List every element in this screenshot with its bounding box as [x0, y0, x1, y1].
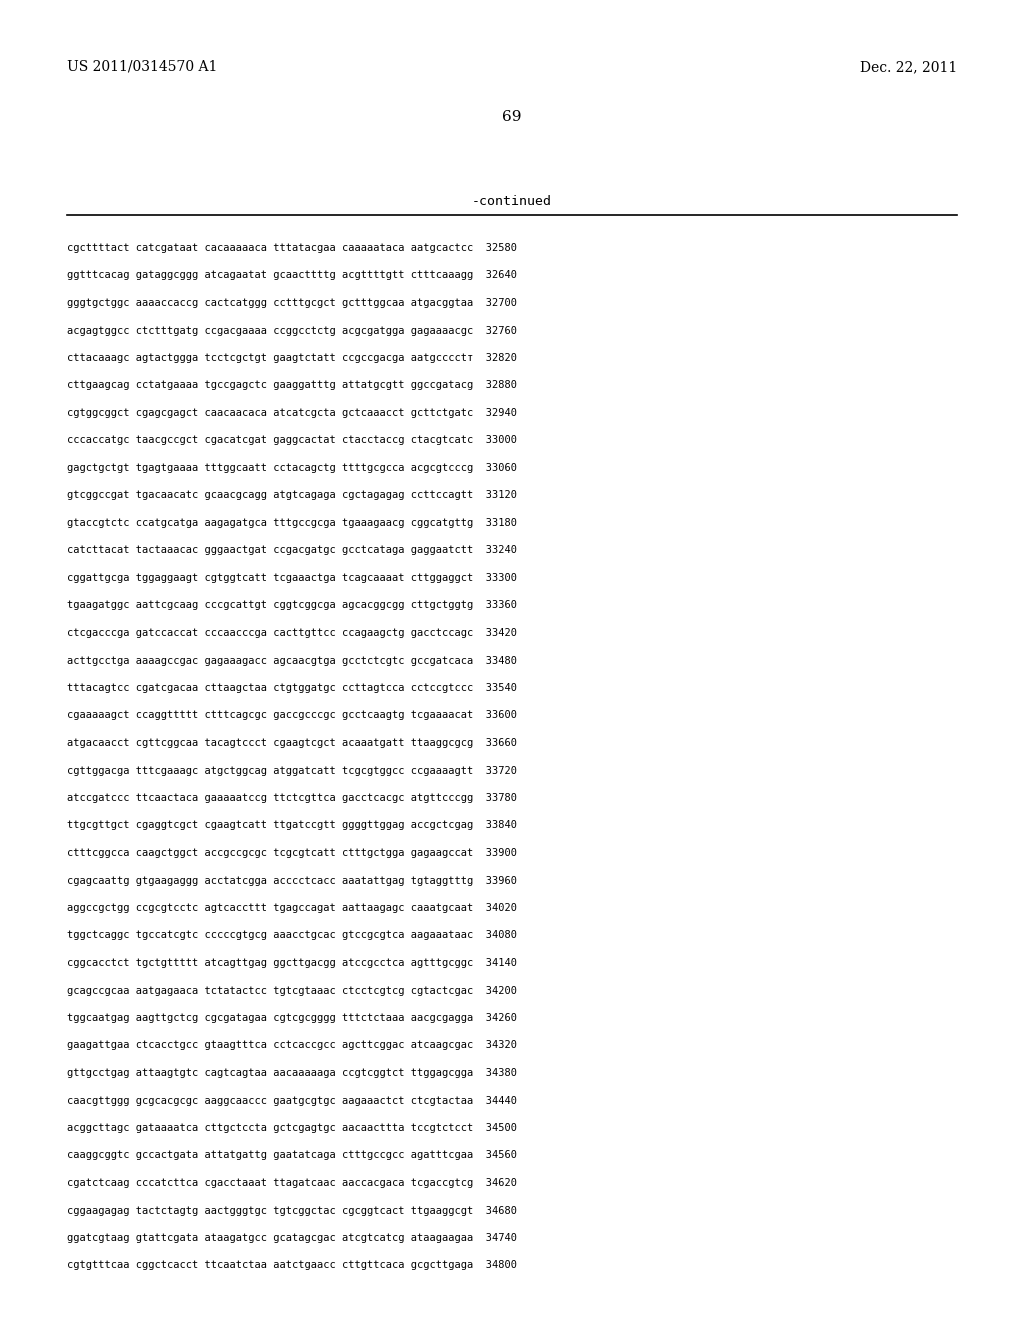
Text: atgacaacct cgttcggcaa tacagtccct cgaagtcgct acaaatgatt ttaaggcgcg  33660: atgacaacct cgttcggcaa tacagtccct cgaagtc…: [67, 738, 516, 748]
Text: cttacaaagc agtactggga tcctcgctgt gaagtctatt ccgccgacga aatgcccctт  32820: cttacaaagc agtactggga tcctcgctgt gaagtct…: [67, 352, 516, 363]
Text: gaagattgaa ctcacctgcc gtaagtttca cctcaccgcc agcttcggac atcaagcgac  34320: gaagattgaa ctcacctgcc gtaagtttca cctcacc…: [67, 1040, 516, 1051]
Text: cggaagagag tactctagtg aactgggtgc tgtcggctac cgcggtcact ttgaaggcgt  34680: cggaagagag tactctagtg aactgggtgc tgtcggc…: [67, 1205, 516, 1216]
Text: tggcaatgag aagttgctcg cgcgatagaa cgtcgcgggg tttctctaaa aacgcgagga  34260: tggcaatgag aagttgctcg cgcgatagaa cgtcgcg…: [67, 1012, 516, 1023]
Text: cgaaaaagct ccaggttttt ctttcagcgc gaccgcccgc gcctcaagtg tcgaaaacat  33600: cgaaaaagct ccaggttttt ctttcagcgc gaccgcc…: [67, 710, 516, 721]
Text: cgagcaattg gtgaagaggg acctatcgga acccctcacc aaatattgag tgtaggtttg  33960: cgagcaattg gtgaagaggg acctatcgga acccctc…: [67, 875, 516, 886]
Text: gttgcctgag attaagtgtc cagtcagtaa aacaaaaaga ccgtcggtct ttggagcgga  34380: gttgcctgag attaagtgtc cagtcagtaa aacaaaa…: [67, 1068, 516, 1078]
Text: gtaccgtctc ccatgcatga aagagatgca tttgccgcga tgaaagaacg cggcatgttg  33180: gtaccgtctc ccatgcatga aagagatgca tttgccg…: [67, 517, 516, 528]
Text: tggctcaggc tgccatcgtc cccccgtgcg aaacctgcac gtccgcgtca aagaaataac  34080: tggctcaggc tgccatcgtc cccccgtgcg aaacctg…: [67, 931, 516, 940]
Text: atccgatccc ttcaactaca gaaaaatccg ttctcgttca gacctcacgc atgttcccgg  33780: atccgatccc ttcaactaca gaaaaatccg ttctcgt…: [67, 793, 516, 803]
Text: cttgaagcag cctatgaaaa tgccgagctc gaaggatttg attatgcgtt ggccgatacg  32880: cttgaagcag cctatgaaaa tgccgagctc gaaggat…: [67, 380, 516, 391]
Text: acttgcctga aaaagccgac gagaaagacc agcaacgtga gcctctcgtc gccgatcaca  33480: acttgcctga aaaagccgac gagaaagacc agcaacg…: [67, 656, 516, 665]
Text: cgtggcggct cgagcgagct caacaacaca atcatcgcta gctcaaacct gcttctgatc  32940: cgtggcggct cgagcgagct caacaacaca atcatcg…: [67, 408, 516, 418]
Text: cggattgcga tggaggaagt cgtggtcatt tcgaaactga tcagcaaaat cttggaggct  33300: cggattgcga tggaggaagt cgtggtcatt tcgaaac…: [67, 573, 516, 583]
Text: ggatcgtaag gtattcgata ataagatgcc gcatagcgac atcgtcatcg ataagaagaa  34740: ggatcgtaag gtattcgata ataagatgcc gcatagc…: [67, 1233, 516, 1243]
Text: cgtgtttcaa cggctcacct ttcaatctaa aatctgaacc cttgttcaca gcgcttgaga  34800: cgtgtttcaa cggctcacct ttcaatctaa aatctga…: [67, 1261, 516, 1270]
Text: ggtttcacag gataggcggg atcagaatat gcaacttttg acgttttgtt ctttcaaagg  32640: ggtttcacag gataggcggg atcagaatat gcaactt…: [67, 271, 516, 281]
Text: caacgttggg gcgcacgcgc aaggcaaccc gaatgcgtgc aagaaactct ctcgtactaa  34440: caacgttggg gcgcacgcgc aaggcaaccc gaatgcg…: [67, 1096, 516, 1105]
Text: 69: 69: [502, 110, 522, 124]
Text: gagctgctgt tgagtgaaaa tttggcaatt cctacagctg ttttgcgcca acgcgtcccg  33060: gagctgctgt tgagtgaaaa tttggcaatt cctacag…: [67, 463, 516, 473]
Text: gggtgctggc aaaaccaccg cactcatggg cctttgcgct gctttggcaa atgacggtaa  32700: gggtgctggc aaaaccaccg cactcatggg cctttgc…: [67, 298, 516, 308]
Text: cgcttttact catcgataat cacaaaaaca tttatacgaa caaaaataca aatgcactcc  32580: cgcttttact catcgataat cacaaaaaca tttatac…: [67, 243, 516, 253]
Text: US 2011/0314570 A1: US 2011/0314570 A1: [67, 59, 217, 74]
Text: caaggcggtc gccactgata attatgattg gaatatcaga ctttgccgcc agatttcgaa  34560: caaggcggtc gccactgata attatgattg gaatatc…: [67, 1151, 516, 1160]
Text: ctttcggcca caagctggct accgccgcgc tcgcgtcatt ctttgctgga gagaagccat  33900: ctttcggcca caagctggct accgccgcgc tcgcgtc…: [67, 847, 516, 858]
Text: ttgcgttgct cgaggtcgct cgaagtcatt ttgatccgtt ggggttggag accgctcgag  33840: ttgcgttgct cgaggtcgct cgaagtcatt ttgatcc…: [67, 821, 516, 830]
Text: catcttacat tactaaacac gggaactgat ccgacgatgc gcctcataga gaggaatctt  33240: catcttacat tactaaacac gggaactgat ccgacga…: [67, 545, 516, 556]
Text: ctcgacccga gatccaccat cccaacccga cacttgttcc ccagaagctg gacctccagc  33420: ctcgacccga gatccaccat cccaacccga cacttgt…: [67, 628, 516, 638]
Text: tgaagatggc aattcgcaag cccgcattgt cggtcggcga agcacggcgg cttgctggtg  33360: tgaagatggc aattcgcaag cccgcattgt cggtcgg…: [67, 601, 516, 610]
Text: cgttggacga tttcgaaagc atgctggcag atggatcatt tcgcgtggcc ccgaaaagtt  33720: cgttggacga tttcgaaagc atgctggcag atggatc…: [67, 766, 516, 776]
Text: tttacagtcc cgatcgacaa cttaagctaa ctgtggatgc ccttagtcca cctccgtccc  33540: tttacagtcc cgatcgacaa cttaagctaa ctgtgga…: [67, 682, 516, 693]
Text: Dec. 22, 2011: Dec. 22, 2011: [860, 59, 957, 74]
Text: acggcttagc gataaaatca cttgctccta gctcgagtgc aacaacttta tccgtctcct  34500: acggcttagc gataaaatca cttgctccta gctcgag…: [67, 1123, 516, 1133]
Text: aggccgctgg ccgcgtcctc agtcaccttt tgagccagat aattaagagc caaatgcaat  34020: aggccgctgg ccgcgtcctc agtcaccttt tgagcca…: [67, 903, 516, 913]
Text: cgatctcaag cccatcttca cgacctaaat ttagatcaac aaccacgaca tcgaccgtcg  34620: cgatctcaag cccatcttca cgacctaaat ttagatc…: [67, 1177, 516, 1188]
Text: cggcacctct tgctgttttt atcagttgag ggcttgacgg atccgcctca agtttgcggc  34140: cggcacctct tgctgttttt atcagttgag ggcttga…: [67, 958, 516, 968]
Text: gtcggccgat tgacaacatc gcaacgcagg atgtcagaga cgctagagag ccttccagtt  33120: gtcggccgat tgacaacatc gcaacgcagg atgtcag…: [67, 491, 516, 500]
Text: cccaccatgc taacgccgct cgacatcgat gaggcactat ctacctaccg ctacgtcatc  33000: cccaccatgc taacgccgct cgacatcgat gaggcac…: [67, 436, 516, 445]
Text: -continued: -continued: [472, 195, 552, 209]
Text: acgagtggcc ctctttgatg ccgacgaaaa ccggcctctg acgcgatgga gagaaaacgc  32760: acgagtggcc ctctttgatg ccgacgaaaa ccggcct…: [67, 326, 516, 335]
Text: gcagccgcaa aatgagaaca tctatactcc tgtcgtaaac ctcctcgtcg cgtactcgac  34200: gcagccgcaa aatgagaaca tctatactcc tgtcgta…: [67, 986, 516, 995]
